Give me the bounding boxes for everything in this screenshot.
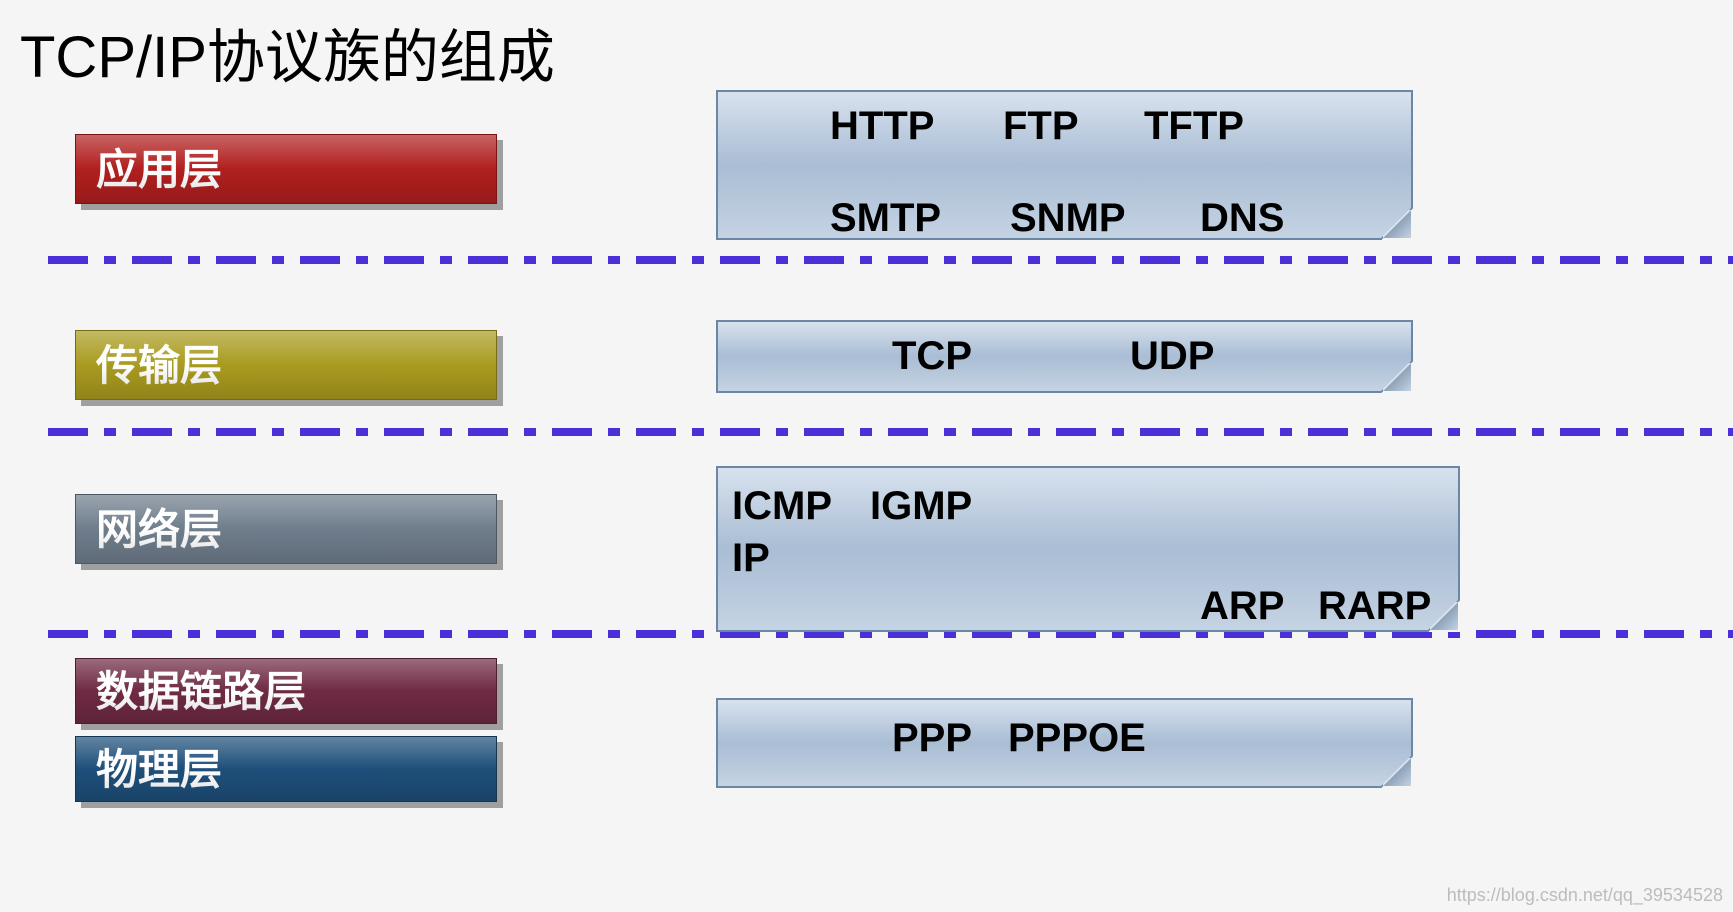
protocol-tftp: TFTP xyxy=(1144,104,1244,149)
protocol-dns: DNS xyxy=(1200,196,1284,241)
page-fold-icon xyxy=(1381,208,1413,240)
layer-label-network: 网络层 xyxy=(75,494,497,564)
page-title: TCP/IP协议族的组成 xyxy=(20,10,555,94)
page-fold-icon xyxy=(1381,756,1413,788)
protocol-snmp: SNMP xyxy=(1010,196,1126,241)
layer-label-application: 应用层 xyxy=(75,134,497,204)
watermark-text: https://blog.csdn.net/qq_39534528 xyxy=(1447,885,1723,906)
protocol-ppp: PPP xyxy=(892,716,972,761)
protocol-icmp: ICMP xyxy=(732,484,832,529)
protocol-udp: UDP xyxy=(1130,334,1214,379)
layer-label-transport: 传输层 xyxy=(75,330,497,400)
protocol-igmp: IGMP xyxy=(870,484,972,529)
divider-2 xyxy=(48,428,1733,436)
protocol-ftp: FTP xyxy=(1003,104,1079,149)
protocol-arp: ARP xyxy=(1200,584,1284,629)
protocol-pppoe: PPPOE xyxy=(1008,716,1146,761)
protocol-ip: IP xyxy=(732,536,770,581)
page-fold-icon xyxy=(1428,600,1460,632)
layer-label-datalink: 数据链路层 xyxy=(75,658,497,724)
protocol-box-transport xyxy=(716,320,1413,393)
page-fold-icon xyxy=(1381,361,1413,393)
protocol-http: HTTP xyxy=(830,104,934,149)
divider-1 xyxy=(48,256,1733,264)
protocol-tcp: TCP xyxy=(892,334,972,379)
protocol-smtp: SMTP xyxy=(830,196,941,241)
protocol-rarp: RARP xyxy=(1318,584,1431,629)
layer-label-physical: 物理层 xyxy=(75,736,497,802)
